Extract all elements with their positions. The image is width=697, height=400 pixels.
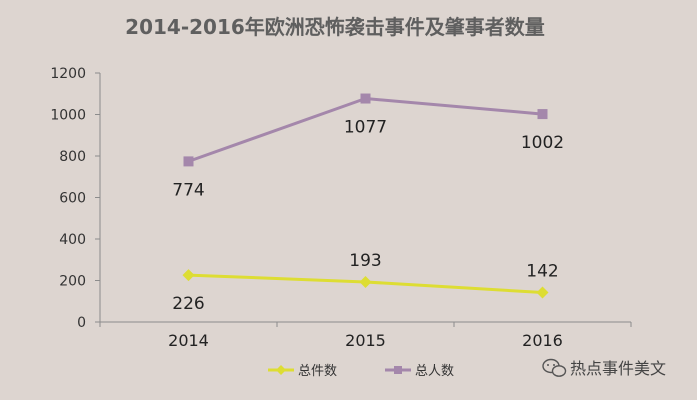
axes: 0 200 400 600 800 1000 1200 2014 2015 2016 xyxy=(50,66,632,350)
y-tick-label: 1200 xyxy=(50,66,86,82)
data-point xyxy=(182,269,195,282)
y-tick-label: 0 xyxy=(77,315,86,331)
legend-item: 总人数 xyxy=(385,364,454,379)
series-square: 774 1077 1002 xyxy=(172,93,564,200)
data-point xyxy=(359,275,372,288)
legend: 总件数 总人数 xyxy=(268,364,454,379)
legend-label: 总件数 xyxy=(298,364,337,379)
data-label: 226 xyxy=(172,294,204,314)
y-tick-label: 600 xyxy=(59,191,86,207)
series-layer: 226 193 142 774 1077 1002 xyxy=(172,93,564,314)
data-label: 1002 xyxy=(521,133,564,153)
data-point xyxy=(360,93,371,104)
watermark-text: 热点事件美文 xyxy=(570,359,666,378)
data-point xyxy=(183,156,194,167)
data-label: 1077 xyxy=(344,118,387,138)
x-tick-label: 2014 xyxy=(168,331,209,350)
series-diamond: 226 193 142 xyxy=(172,251,558,314)
x-tick-label: 2015 xyxy=(345,331,386,350)
x-tick-label: 2016 xyxy=(522,331,563,350)
data-point xyxy=(536,286,549,299)
data-label: 193 xyxy=(349,251,381,271)
data-label: 142 xyxy=(526,262,558,282)
wechat-icon xyxy=(542,358,567,377)
data-label: 774 xyxy=(172,180,204,200)
legend-label: 总人数 xyxy=(415,364,454,379)
legend-marker xyxy=(394,366,402,374)
chart-title: 2014-2016年欧洲恐怖袭击事件及肇事者数量 xyxy=(125,15,545,39)
y-tick-label: 400 xyxy=(59,232,86,248)
y-tick-label: 800 xyxy=(59,149,86,165)
legend-marker xyxy=(276,365,286,375)
y-tick-label: 1000 xyxy=(50,108,86,124)
y-tick-label: 200 xyxy=(59,274,86,290)
legend-item: 总件数 xyxy=(268,364,337,379)
data-point xyxy=(537,109,548,120)
watermark: 热点事件美文 xyxy=(542,358,666,378)
